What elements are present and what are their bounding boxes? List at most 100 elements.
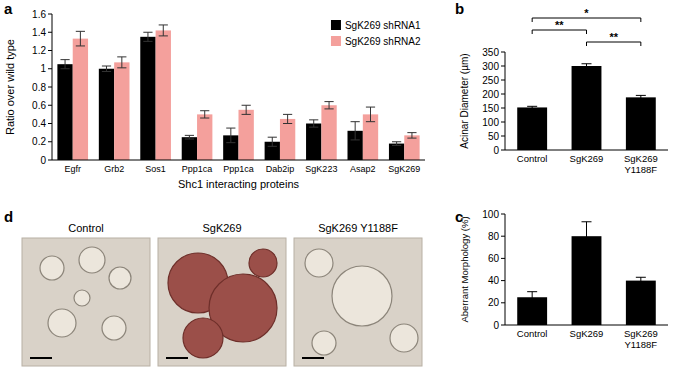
y-tick	[48, 87, 52, 88]
bar	[73, 39, 88, 160]
image-label: SgK269	[202, 222, 241, 234]
micrograph	[22, 238, 150, 366]
y-tick	[501, 66, 505, 67]
error-bar	[185, 135, 194, 139]
bar	[114, 62, 129, 160]
error-bar	[366, 107, 375, 122]
y-tick	[48, 123, 52, 124]
error-bar	[268, 137, 277, 146]
marks	[517, 66, 656, 150]
label-line: Y1188F	[625, 164, 658, 175]
acinus	[40, 256, 64, 280]
error-bar	[76, 31, 85, 46]
bar	[389, 144, 404, 160]
error-bar	[582, 222, 592, 251]
x-tick-label: SgK269Y1188F	[624, 153, 658, 175]
error-bar	[527, 106, 537, 108]
y-tick-label: 300	[482, 61, 499, 72]
y-axis	[505, 214, 506, 325]
x-tick-label: SgK269	[570, 153, 604, 164]
error-bar	[309, 120, 318, 127]
y-tick	[501, 136, 505, 137]
y-tick-label: 0.8	[32, 82, 46, 93]
x-tick-label: Egfr	[64, 164, 81, 174]
acinus	[109, 267, 131, 289]
y-tick-label: 350	[482, 47, 499, 58]
y-tick-label: 0.6	[32, 100, 46, 111]
y-tick-label: 80	[488, 231, 500, 242]
x-tick-label: Control	[517, 153, 548, 164]
acinus	[48, 309, 76, 337]
x-axis	[52, 160, 425, 161]
bar	[99, 69, 114, 160]
error-bar	[324, 102, 333, 109]
bar	[280, 119, 295, 160]
y-tick-label: 0.4	[32, 118, 46, 129]
x-tick-label: Ppp1ca	[182, 164, 213, 174]
bar	[140, 37, 155, 160]
bar	[626, 281, 656, 325]
panel-letter: b	[455, 0, 464, 17]
y-axis-title: Aberrant Morphology (%)	[459, 216, 470, 322]
acinus	[79, 247, 105, 273]
x-tick-label: Sos1	[145, 164, 166, 174]
y-axis	[505, 52, 506, 150]
y-tick-label: 100	[482, 117, 499, 128]
bar	[626, 97, 656, 150]
y-tick-label: 0	[40, 155, 46, 166]
y-tick	[501, 52, 505, 53]
y-tick-label: 50	[488, 131, 500, 142]
y-tick-label: 1	[40, 63, 46, 74]
x-tick-label: Control	[517, 328, 548, 339]
y-tick	[48, 50, 52, 51]
x-tick-label: Asap2	[350, 164, 376, 174]
y-tick-label: 0	[493, 320, 499, 331]
y-tick	[48, 14, 52, 15]
error-bar	[226, 128, 235, 143]
y-tick	[501, 108, 505, 109]
x-axis	[505, 150, 668, 151]
y-tick	[48, 32, 52, 33]
scale-bar	[166, 357, 188, 359]
x-tick-label: SgK269	[388, 164, 420, 174]
panel-letter: d	[4, 208, 13, 225]
bar	[321, 105, 336, 160]
x-tick-label: SgK269	[570, 328, 604, 339]
y-tick-label: 0.2	[32, 136, 46, 147]
y-tick	[501, 236, 505, 237]
label-line: Y1188F	[625, 339, 658, 350]
bar	[306, 124, 321, 161]
acinus	[390, 324, 418, 352]
image-label: SgK269 Y1188F	[318, 222, 398, 234]
y-axis-title: Ratio over wild type	[4, 39, 16, 135]
bar	[239, 110, 254, 160]
panel-a: a00.20.40.60.811.21.41.6EgfrGrb2Sos1Ppp1…	[4, 0, 425, 190]
bar	[197, 114, 212, 160]
y-tick	[501, 302, 505, 303]
y-tick	[501, 80, 505, 81]
acinus	[74, 290, 90, 306]
y-tick	[48, 68, 52, 69]
bar	[404, 135, 419, 160]
legend-swatch	[331, 36, 341, 46]
y-tick-label: 150	[482, 103, 499, 114]
y-tick	[48, 105, 52, 106]
y-tick-label: 60	[488, 253, 500, 264]
x-tick-label: SgK269Y1188F	[624, 328, 658, 350]
bar	[156, 30, 171, 160]
acinus	[102, 316, 126, 340]
error-bar	[636, 277, 646, 284]
y-tick-label: 200	[482, 89, 499, 100]
panel-d: d Control SgK269 SgK269 Y1188F	[4, 208, 422, 366]
acinus	[305, 249, 333, 277]
error-bar	[143, 32, 152, 41]
panel-b: b050100150200250300350ControlSgK269SgK26…	[455, 0, 668, 175]
y-tick	[501, 122, 505, 123]
error-bar	[60, 60, 69, 69]
x-tick-label: SgK223	[305, 164, 337, 174]
acinus	[183, 318, 223, 358]
label-line: SgK269	[624, 328, 658, 339]
error-bar	[636, 95, 646, 99]
image-label: Control	[68, 222, 103, 234]
significance-label: *	[584, 7, 589, 19]
